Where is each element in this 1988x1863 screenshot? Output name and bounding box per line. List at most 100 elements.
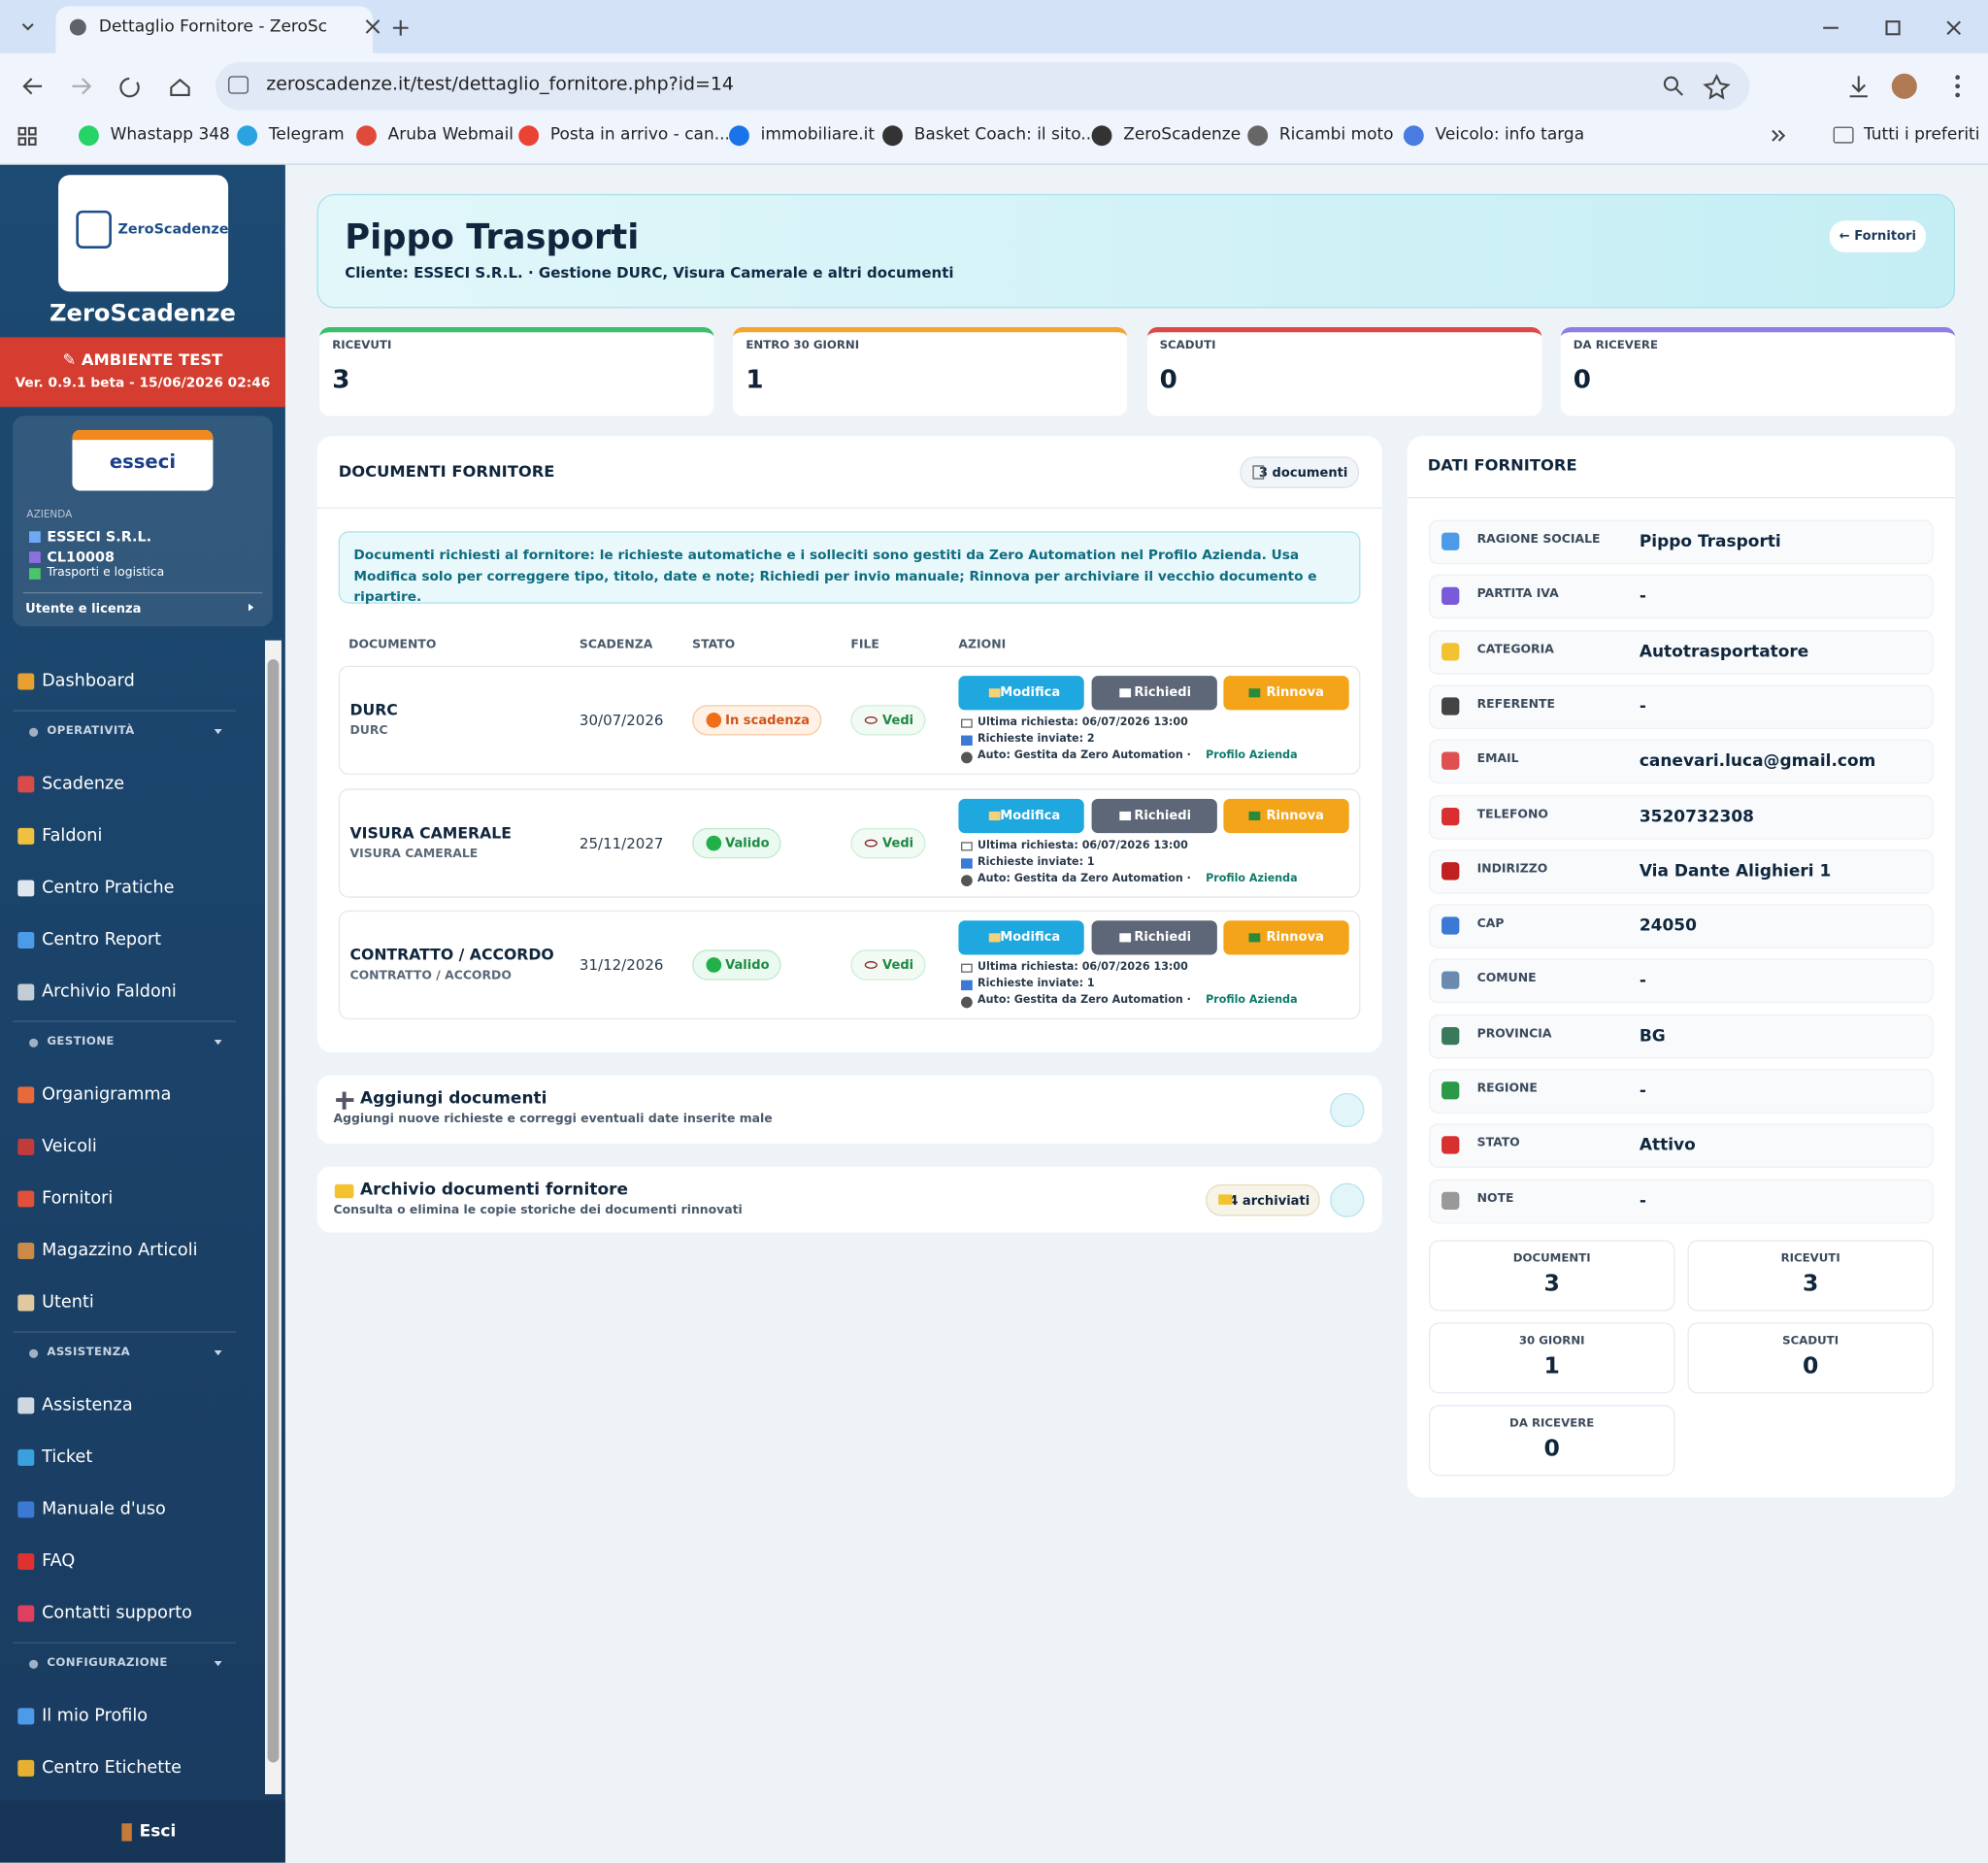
menu-icon bbox=[17, 880, 35, 897]
field-label: CATEGORIA bbox=[1476, 642, 1554, 657]
line-icon bbox=[961, 980, 973, 991]
caret bbox=[214, 1040, 222, 1046]
summary-box bbox=[1428, 1240, 1675, 1312]
menu-section: GESTIONE bbox=[47, 1036, 115, 1049]
column-header: DOCUMENTO bbox=[348, 637, 437, 652]
bookmark-icon bbox=[882, 125, 903, 147]
menu-item[interactable]: Faldoni bbox=[42, 825, 103, 847]
archive-panel[interactable] bbox=[316, 1166, 1382, 1233]
file-link[interactable]: Vedi bbox=[850, 827, 925, 858]
action-button[interactable]: Richiedi bbox=[1090, 676, 1217, 711]
action-button[interactable]: Richiedi bbox=[1090, 920, 1217, 955]
expiry: 31/12/2026 bbox=[579, 955, 664, 975]
auto-link[interactable]: Profilo Azienda bbox=[1206, 993, 1298, 1008]
field-value: - bbox=[1639, 587, 1646, 607]
field-icon bbox=[1441, 751, 1460, 771]
field-row bbox=[1428, 1014, 1934, 1059]
summary-label: 30 GIORNI bbox=[1518, 1335, 1585, 1348]
url: zeroscadenze.it/test/dettaglio_fornitore… bbox=[266, 75, 734, 95]
action-button[interactable]: Rinnova bbox=[1223, 798, 1349, 833]
menu-item[interactable]: Organigramma bbox=[42, 1083, 172, 1105]
file-link[interactable]: Vedi bbox=[850, 949, 925, 981]
summary-value: 0 bbox=[1802, 1352, 1819, 1380]
menu-item[interactable]: Ticket bbox=[42, 1447, 93, 1468]
bookmark[interactable]: ZeroScadenze bbox=[1123, 125, 1242, 145]
panel-subtitle: Consulta o elimina le copie storiche dei… bbox=[333, 1203, 743, 1217]
menu-item[interactable]: Fornitori bbox=[42, 1187, 114, 1209]
bookmark-icon bbox=[356, 125, 377, 147]
menu-item[interactable]: Veicoli bbox=[42, 1136, 97, 1157]
field-value: Autotrasportatore bbox=[1639, 642, 1809, 662]
page-subtitle: Cliente: ESSECI S.R.L. · Gestione DURC, … bbox=[345, 263, 954, 282]
file-link[interactable]: Vedi bbox=[850, 705, 925, 736]
active-tab[interactable] bbox=[55, 6, 373, 53]
field-row bbox=[1428, 848, 1934, 894]
bookmark[interactable]: Posta in arrivo - can... bbox=[549, 125, 730, 145]
menu-item[interactable]: Centro Pratiche bbox=[42, 877, 175, 898]
notice-box bbox=[338, 531, 1361, 604]
back-button[interactable]: ← Fornitori bbox=[1829, 220, 1926, 252]
menu-icon bbox=[17, 1448, 35, 1466]
bookmark[interactable]: immobiliare.it bbox=[760, 125, 876, 145]
column-header: SCADENZA bbox=[579, 637, 653, 652]
action-button[interactable]: Rinnova bbox=[1223, 920, 1349, 955]
expand-button[interactable] bbox=[1330, 1092, 1365, 1128]
bookmark[interactable]: Whastapp 348 bbox=[110, 125, 230, 145]
menu-item[interactable]: Dashboard bbox=[42, 670, 135, 691]
menu-item[interactable]: Scadenze bbox=[42, 773, 125, 794]
field-row bbox=[1428, 1123, 1934, 1169]
section-icon bbox=[29, 1038, 39, 1048]
action-button[interactable]: Modifica bbox=[958, 676, 1084, 711]
bookmark[interactable]: Ricambi moto bbox=[1278, 125, 1394, 145]
bookmark[interactable]: Tutti i preferiti bbox=[1863, 125, 1980, 145]
menu-item[interactable]: Centro Report bbox=[42, 929, 162, 950]
menu-item[interactable]: Archivio Faldoni bbox=[42, 981, 177, 1002]
field-label: PARTITA IVA bbox=[1476, 587, 1559, 602]
field-label: REGIONE bbox=[1476, 1081, 1538, 1096]
bookmark[interactable]: Basket Coach: il sito... bbox=[913, 125, 1097, 145]
caret bbox=[214, 1350, 222, 1356]
bookmark[interactable]: Telegram bbox=[268, 125, 345, 145]
menu-icon bbox=[17, 931, 35, 948]
menu-item[interactable]: Manuale d'uso bbox=[42, 1498, 166, 1519]
menu-item[interactable]: Magazzino Articoli bbox=[42, 1240, 198, 1261]
action-button[interactable]: Rinnova bbox=[1223, 676, 1349, 711]
menu-item[interactable]: FAQ bbox=[42, 1550, 76, 1572]
auto-link[interactable]: Profilo Azienda bbox=[1206, 871, 1298, 885]
panel-title: Aggiungi documenti bbox=[359, 1088, 547, 1109]
caret bbox=[214, 729, 222, 735]
field-icon bbox=[1441, 532, 1460, 550]
expand-button[interactable] bbox=[1330, 1182, 1365, 1217]
action-button[interactable]: Richiedi bbox=[1090, 798, 1217, 833]
menu-item[interactable]: Assistenza bbox=[42, 1394, 133, 1415]
stat-value: 1 bbox=[746, 363, 764, 395]
auto-link[interactable]: Profilo Azienda bbox=[1206, 749, 1298, 762]
field-label: RAGIONE SOCIALE bbox=[1476, 532, 1601, 547]
add-panel[interactable] bbox=[316, 1075, 1382, 1145]
menu-item[interactable]: Contatti supporto bbox=[42, 1602, 192, 1623]
menu-icon bbox=[17, 1242, 35, 1259]
omnibox[interactable] bbox=[215, 61, 1750, 111]
menu-item[interactable]: Centro Etichette bbox=[42, 1757, 182, 1779]
section-icon bbox=[29, 727, 39, 737]
field-icon bbox=[1441, 642, 1460, 660]
sent-count: Richieste inviate: 1 bbox=[977, 854, 1095, 869]
bookmark[interactable]: Aruba Webmail bbox=[387, 125, 514, 145]
field-value: - bbox=[1639, 971, 1646, 991]
company-label: AZIENDA bbox=[26, 508, 73, 520]
menu-icon bbox=[17, 1501, 35, 1518]
summary-value: 3 bbox=[1802, 1270, 1819, 1298]
field-label: INDIRIZZO bbox=[1476, 861, 1548, 877]
field-icon bbox=[1441, 861, 1460, 881]
action-button[interactable]: Modifica bbox=[958, 920, 1084, 955]
column-header: AZIONI bbox=[958, 637, 1007, 652]
button-icon bbox=[988, 811, 1001, 820]
card-title: DATI FORNITORE bbox=[1427, 454, 1577, 475]
logout[interactable]: Esci bbox=[139, 1821, 177, 1842]
menu-item[interactable]: Utenti bbox=[42, 1291, 94, 1313]
menu-item[interactable]: Il mio Profilo bbox=[42, 1705, 149, 1726]
action-button[interactable]: Modifica bbox=[958, 798, 1084, 833]
bookmark[interactable]: Veicolo: info targa bbox=[1435, 125, 1585, 145]
user-license[interactable]: Utente e licenza bbox=[25, 602, 142, 616]
scroll-thumb[interactable] bbox=[267, 659, 280, 1763]
